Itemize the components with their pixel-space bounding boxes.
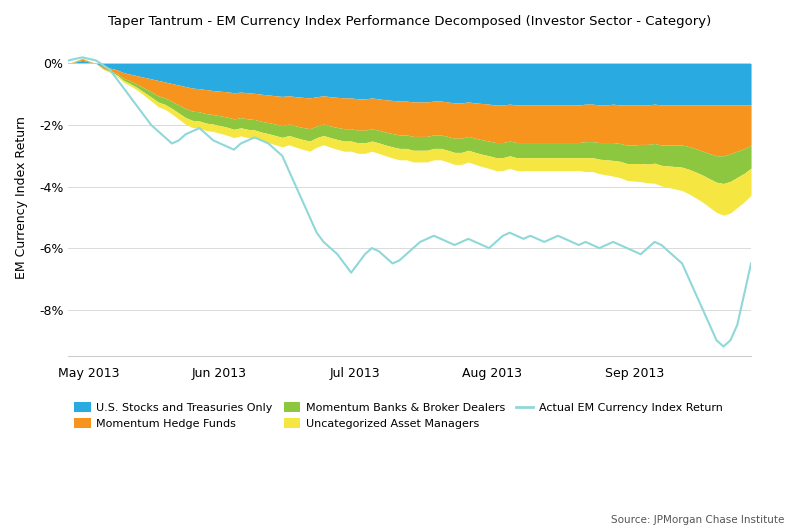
Y-axis label: EM Currency Index Return: EM Currency Index Return [15,116,28,279]
Legend: U.S. Stocks and Treasuries Only, Momentum Hedge Funds, Momentum Banks & Broker D: U.S. Stocks and Treasuries Only, Momentu… [74,402,722,429]
Text: Source: JPMorgan Chase Institute: Source: JPMorgan Chase Institute [610,515,784,525]
Title: Taper Tantrum - EM Currency Index Performance Decomposed (Investor Sector - Cate: Taper Tantrum - EM Currency Index Perfor… [108,15,711,28]
